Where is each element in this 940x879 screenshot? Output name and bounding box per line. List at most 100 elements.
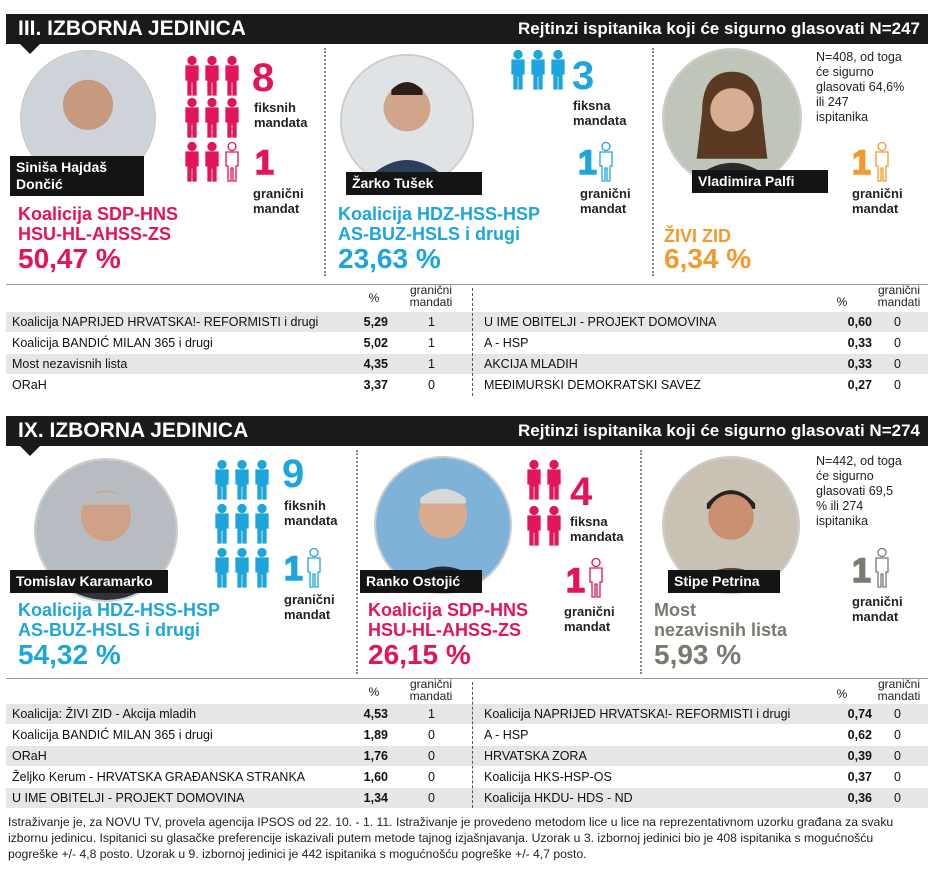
header-line: granični [877, 677, 921, 691]
fixed-seat-icons [214, 503, 274, 549]
seats-cell: 0 [428, 378, 435, 392]
candidate-name-line: Vladimira Palfi [698, 173, 795, 189]
seats-cell: 1 [428, 707, 435, 721]
label-line: fiksnih [284, 498, 326, 513]
fixed-seat-icons [184, 97, 244, 143]
party-line: nezavisnih lista [654, 620, 788, 640]
label-line: granični [852, 594, 903, 609]
person-icon [225, 55, 239, 96]
party-percent: 26,15 % [368, 639, 471, 670]
border-seats-label: granični mandat [284, 592, 335, 622]
border-seat-icon [874, 141, 894, 187]
party-cell: Koalicija BANDIĆ MILAN 365 i drugi [12, 336, 213, 350]
person-icon [307, 547, 321, 588]
label-line: mandat [564, 619, 611, 634]
party-percent: 50,47 % [18, 243, 121, 274]
seats-cell: 0 [894, 749, 901, 763]
pct-cell: 0,36 [847, 791, 872, 805]
fixed-seats-count: 8 [252, 56, 275, 100]
label-line: mandat [852, 201, 899, 216]
results-table: % granični mandati % granični mandati Koal… [6, 284, 928, 400]
fixed-seats-count: 4 [570, 470, 593, 514]
person-icon [205, 55, 219, 96]
candidate-name: Tomislav Karamarko [10, 570, 168, 593]
fixed-seat-icons [526, 505, 566, 551]
pct-cell: 1,76 [363, 749, 388, 763]
table-row: Koalicija BANDIĆ MILAN 365 i drugi 5,02 … [6, 333, 928, 353]
section-header-unit-9: IX. IZBORNA JEDINICA Rejtinzi ispitanika… [6, 416, 928, 456]
seats-cell: 0 [894, 336, 901, 350]
border-seats-label: granični mandat [564, 604, 615, 634]
header-line: granični [877, 283, 921, 297]
label-line: granični [852, 186, 903, 201]
party-line: Koalicija SDP-HNS [18, 204, 179, 224]
pct-cell: 0,37 [847, 770, 872, 784]
border-seats-label: granični mandat [852, 594, 903, 624]
pct-cell: 5,29 [363, 315, 388, 329]
header-notch [20, 44, 40, 54]
party-name: Koalicija HDZ-HSS-HSP AS-BUZ-HSLS i drugi [18, 600, 220, 640]
section-subtitle: Rejtinzi ispitanika koji će sigurno glas… [518, 19, 920, 38]
fixed-seats-label: fiksnih mandata [284, 498, 337, 528]
border-seat-icon [598, 141, 618, 187]
person-icon [875, 141, 889, 182]
header-line: mandati [409, 689, 453, 703]
border-seats-count: 1 [283, 550, 303, 588]
border-seats-label: granični mandat [253, 186, 304, 216]
party-name: Koalicija SDP-HNS HSU-HL-AHSS-ZS [368, 600, 528, 640]
seats-cell: 0 [428, 728, 435, 742]
pct-cell: 0,74 [847, 707, 872, 721]
fixed-seats-label: fiksna mandata [570, 514, 623, 544]
party-cell: U IME OBITELJI - PROJEKT DOMOVINA [12, 791, 245, 805]
table-row: U IME OBITELJI - PROJEKT DOMOVINA 1,34 0… [6, 788, 928, 808]
candidate-name: Siniša Hajdaš Dončić [10, 156, 144, 196]
party-line: Koalicija SDP-HNS [368, 600, 529, 620]
sample-note: N=408, od toga će sigurno glasovati 64,6… [816, 50, 904, 125]
pct-cell: 0,27 [847, 378, 872, 392]
party-line: Koalicija HDZ-HSS-HSP [18, 600, 221, 620]
header-line: mandati [877, 295, 921, 309]
party-name: Koalicija HDZ-HSS-HSP AS-BUZ-HSLS i drugi [338, 204, 540, 244]
pct-cell: 0,39 [847, 749, 872, 763]
section-subtitle: Rejtinzi ispitanika koji će sigurno glas… [518, 421, 920, 440]
pct-cell: 0,62 [847, 728, 872, 742]
person-icon [205, 141, 219, 182]
seats-cell: 0 [428, 749, 435, 763]
label-line: mandata [284, 513, 338, 528]
person-icon [255, 503, 269, 544]
party-name: Koalicija SDP-HNS HSU-HL-AHSS-ZS [18, 204, 178, 244]
person-icon [225, 141, 239, 182]
border-seat-icon [874, 547, 894, 593]
header-notch [20, 446, 40, 456]
person-icon [205, 97, 219, 138]
person-icon [551, 49, 565, 90]
column-header: % [836, 687, 848, 701]
fixed-seat-icons [214, 459, 274, 505]
fixed-seat-icons [184, 141, 244, 187]
label-line: mandata [570, 529, 624, 544]
table-divider [472, 288, 473, 396]
label-line: granični [284, 592, 335, 607]
candidate-photo [662, 48, 802, 188]
candidate-photo [340, 54, 474, 188]
candidate-name: Ranko Ostojić [360, 570, 482, 593]
section-title: IX. IZBORNA JEDINICA [18, 419, 249, 442]
border-seats-count: 1 [851, 552, 871, 590]
table-rule [6, 678, 928, 679]
fixed-seat-icons [510, 49, 570, 95]
table-row: Koalicija: ŽIVI ZID - Akcija mladih 4,53… [6, 704, 928, 724]
pct-cell: 1,34 [363, 791, 388, 805]
candidate-name-line: Žarko Tušek [352, 175, 434, 191]
header-line: granični [409, 283, 453, 297]
table-row: Željko Kerum - HRVATSKA GRAĐANSKA STRANK… [6, 767, 928, 787]
person-icon [527, 505, 541, 546]
candidate-name-line: Dončić [16, 176, 63, 192]
label-line: fiksna [570, 514, 608, 529]
border-seats-count: 1 [851, 144, 871, 182]
person-icon [547, 505, 561, 546]
pct-cell: 4,53 [363, 707, 388, 721]
divider [356, 450, 358, 674]
pct-cell: 0,33 [847, 336, 872, 350]
party-line: Most [654, 600, 696, 620]
person-icon [589, 557, 603, 598]
